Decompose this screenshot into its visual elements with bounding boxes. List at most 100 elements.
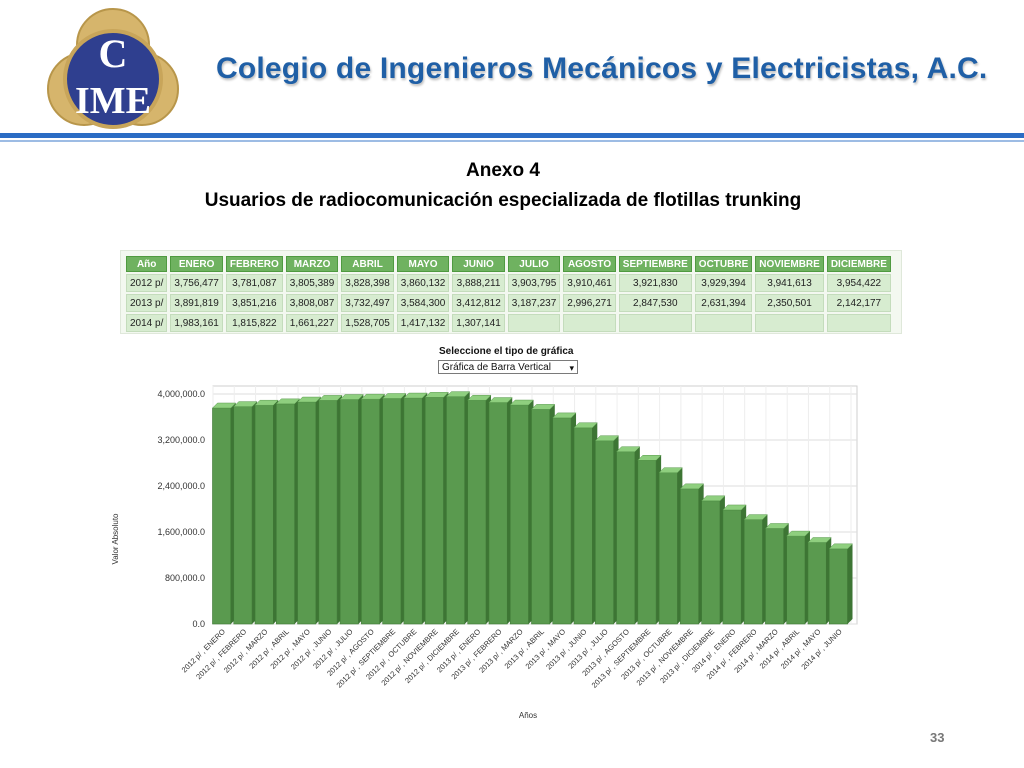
value-cell: 1,983,161 bbox=[170, 314, 223, 332]
value-cell: 3,781,087 bbox=[225, 274, 283, 292]
bar-top bbox=[530, 404, 556, 410]
value-cell: 3,941,613 bbox=[755, 274, 824, 292]
value-cell bbox=[694, 314, 753, 332]
value-cell: 2,142,177 bbox=[826, 294, 891, 312]
table-header-row: Año ENERO FEBRERO MARZO ABRIL MAYO JUNIO JULIO A… bbox=[126, 256, 891, 272]
value-cell: 3,910,461 bbox=[563, 274, 616, 292]
value-cell: 3,412,812 bbox=[452, 294, 505, 312]
svg-text:C: C bbox=[99, 31, 128, 76]
chart-type-select[interactable]: Gráfica de Barra Vertical ▾ bbox=[438, 360, 578, 374]
data-table: Año ENERO FEBRERO MARZO ABRIL MAYO JUNIO JULIO A… bbox=[123, 254, 894, 334]
bar-top bbox=[488, 397, 513, 403]
bar-front bbox=[552, 417, 572, 625]
bar-front bbox=[339, 399, 359, 625]
bar-front bbox=[318, 400, 338, 625]
value-cell: 2,847,530 bbox=[618, 294, 692, 312]
bar bbox=[488, 397, 513, 625]
bar-top bbox=[509, 399, 535, 406]
column-header-month: JUNIO bbox=[452, 256, 505, 272]
bar bbox=[211, 402, 237, 625]
bar-top bbox=[828, 543, 854, 550]
value-cell bbox=[755, 314, 824, 332]
y-tick-label: 4,000,000.0 bbox=[157, 389, 205, 399]
y-axis-label: Valor Absoluto bbox=[111, 513, 120, 565]
bar-front bbox=[594, 440, 614, 625]
bar-top bbox=[594, 435, 620, 441]
bar-chart: 0.0 800,000.0 1,600,000.0 2,400,000.0 3,200,… bbox=[111, 385, 858, 720]
value-cell: 3,891,819 bbox=[170, 294, 223, 312]
table-row: 2013 p/3,891,819 3,851,216 3,808,087 3,732,… bbox=[126, 294, 891, 312]
bar bbox=[360, 393, 386, 625]
value-cell: 3,187,237 bbox=[507, 294, 561, 312]
bar bbox=[296, 396, 322, 625]
bar-front bbox=[254, 404, 274, 625]
y-tick-label: 3,200,000.0 bbox=[157, 435, 205, 445]
bar bbox=[552, 412, 577, 625]
bar-front bbox=[573, 427, 593, 625]
value-cell: 3,954,422 bbox=[826, 274, 891, 292]
value-cell: 3,929,394 bbox=[694, 274, 753, 292]
y-tick-label: 1,600,000.0 bbox=[157, 527, 205, 537]
bar bbox=[679, 483, 705, 625]
header-divider-thin bbox=[0, 140, 1024, 142]
bar bbox=[509, 399, 535, 625]
bar bbox=[658, 467, 683, 625]
bar-front bbox=[616, 451, 636, 625]
bar-front bbox=[382, 398, 402, 625]
bar bbox=[828, 543, 854, 625]
bar-top bbox=[445, 391, 471, 397]
bar bbox=[530, 404, 556, 625]
column-header-month: MARZO bbox=[285, 256, 339, 272]
bar bbox=[233, 401, 258, 625]
bar bbox=[318, 395, 343, 625]
y-tick-label: 0.0 bbox=[192, 619, 205, 629]
row-year-cell: 2014 p/ bbox=[126, 314, 168, 332]
bar-top bbox=[807, 537, 832, 543]
bar-front bbox=[531, 409, 551, 625]
bar-side bbox=[847, 543, 853, 624]
value-cell bbox=[563, 314, 616, 332]
annex-number: Anexo 4 bbox=[466, 160, 540, 181]
bar-front bbox=[807, 542, 827, 625]
bar-top bbox=[211, 402, 237, 409]
value-cell: 3,851,216 bbox=[225, 294, 283, 312]
bar-top bbox=[573, 422, 598, 429]
bar-top bbox=[403, 392, 428, 399]
bar bbox=[254, 399, 279, 625]
bar-top bbox=[701, 495, 726, 502]
value-cell: 3,756,477 bbox=[170, 274, 223, 292]
x-axis-label: Años bbox=[519, 711, 537, 720]
bar-front bbox=[275, 403, 295, 625]
value-cell: 3,828,398 bbox=[341, 274, 394, 292]
bar-front bbox=[446, 396, 466, 625]
bar bbox=[573, 422, 598, 625]
data-table-panel: Año ENERO FEBRERO MARZO ABRIL MAYO JUNIO JULIO A… bbox=[120, 250, 902, 334]
bar-top bbox=[722, 504, 747, 511]
bar-front bbox=[658, 472, 678, 625]
column-header-month: OCTUBRE bbox=[694, 256, 753, 272]
bar bbox=[445, 391, 471, 625]
y-tick-label: 2,400,000.0 bbox=[157, 481, 205, 491]
bar-top bbox=[764, 523, 790, 529]
column-header-month: SEPTIEMBRE bbox=[618, 256, 692, 272]
column-header-month: ABRIL bbox=[341, 256, 394, 272]
bar bbox=[339, 394, 364, 625]
value-cell: 2,350,501 bbox=[755, 294, 824, 312]
bar-top bbox=[254, 399, 279, 406]
bar bbox=[722, 504, 747, 625]
column-header-year: Año bbox=[126, 256, 168, 272]
bar-top bbox=[318, 395, 343, 401]
org-title: Colegio de Ingenieros Mecánicos y Electr… bbox=[216, 52, 988, 85]
table-row: 2014 p/1,983,161 1,815,822 1,661,227 1,528,… bbox=[126, 314, 891, 332]
bar-top bbox=[296, 396, 322, 403]
bar bbox=[637, 455, 662, 625]
bar-front bbox=[509, 404, 529, 625]
value-cell bbox=[507, 314, 561, 332]
chevron-down-icon: ▾ bbox=[569, 363, 574, 373]
bar-front bbox=[637, 459, 657, 625]
bar-top bbox=[552, 412, 577, 419]
bar-front bbox=[701, 500, 721, 625]
column-header-month: FEBRERO bbox=[225, 256, 283, 272]
value-cell: 3,584,300 bbox=[396, 294, 450, 312]
value-cell: 1,815,822 bbox=[225, 314, 283, 332]
